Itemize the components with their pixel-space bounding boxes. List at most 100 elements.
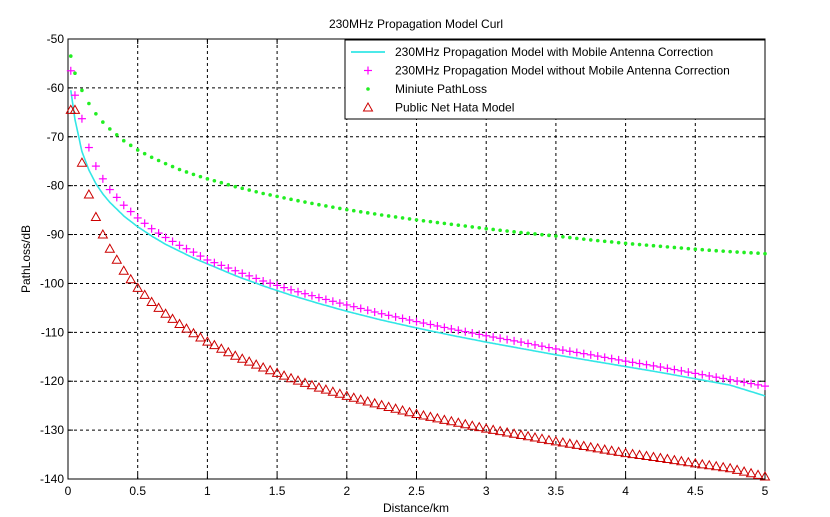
x-axis-label: Distance/km xyxy=(383,501,449,515)
data-point xyxy=(684,368,693,377)
data-point xyxy=(87,101,91,106)
data-point xyxy=(203,255,212,264)
data-point xyxy=(672,245,677,250)
data-point xyxy=(710,460,722,471)
data-point xyxy=(280,283,289,292)
data-point xyxy=(648,451,659,461)
data-point xyxy=(98,174,107,183)
data-point xyxy=(355,394,367,404)
data-point xyxy=(261,191,265,196)
data-point xyxy=(331,205,335,209)
data-point xyxy=(154,229,163,238)
y-tick-label: -110 xyxy=(41,325,64,339)
data-point xyxy=(689,457,701,468)
data-point xyxy=(405,316,414,325)
data-point xyxy=(703,459,715,470)
data-point xyxy=(505,229,509,233)
data-point xyxy=(240,186,245,191)
data-point xyxy=(752,469,764,479)
data-point xyxy=(278,370,290,380)
data-point xyxy=(498,228,502,233)
data-point xyxy=(126,207,135,216)
data-point xyxy=(140,219,149,228)
data-point xyxy=(551,344,560,353)
data-point xyxy=(369,397,381,408)
data-point xyxy=(133,213,142,222)
data-point xyxy=(189,248,198,257)
data-point xyxy=(307,291,316,300)
data-point xyxy=(282,196,286,200)
data-point xyxy=(537,342,546,351)
data-point xyxy=(454,326,463,335)
y-tick-label: -80 xyxy=(47,179,65,193)
data-point xyxy=(733,377,742,386)
series-2 xyxy=(68,54,767,256)
data-point xyxy=(238,269,247,278)
data-point xyxy=(599,444,611,454)
data-point xyxy=(147,224,156,233)
data-point xyxy=(724,462,736,473)
data-point xyxy=(306,379,318,390)
data-point xyxy=(698,370,707,379)
data-point xyxy=(215,343,227,353)
data-point xyxy=(620,447,631,458)
series-0 xyxy=(70,90,766,397)
data-point xyxy=(349,302,358,311)
data-point xyxy=(362,395,374,406)
data-point xyxy=(418,409,429,420)
data-point xyxy=(219,180,224,185)
data-point xyxy=(342,300,351,309)
data-point xyxy=(334,388,346,398)
data-point xyxy=(266,279,275,288)
data-point xyxy=(642,360,651,369)
data-point xyxy=(663,364,672,373)
data-point xyxy=(627,448,638,459)
data-point xyxy=(184,170,189,174)
data-point xyxy=(142,151,147,156)
x-tick-label: 1 xyxy=(204,484,211,498)
data-point xyxy=(586,350,595,359)
data-point xyxy=(345,207,349,212)
data-point xyxy=(540,232,544,237)
x-tick-label: 3 xyxy=(483,484,490,498)
data-point xyxy=(69,104,81,114)
data-point xyxy=(489,333,498,342)
data-point xyxy=(578,440,590,451)
data-point xyxy=(384,311,393,320)
data-point xyxy=(508,428,520,438)
data-point xyxy=(607,354,616,363)
data-point xyxy=(195,331,206,342)
legend-label: Public Net Hata Model xyxy=(395,101,514,115)
data-point xyxy=(163,161,168,166)
data-point xyxy=(310,201,314,206)
data-point xyxy=(97,229,109,239)
data-point xyxy=(68,54,73,58)
data-point xyxy=(621,357,630,366)
y-tick-label: -90 xyxy=(47,228,65,242)
data-point xyxy=(747,379,756,388)
legend-swatch xyxy=(366,87,370,91)
data-point xyxy=(160,308,171,318)
legend-box xyxy=(344,39,766,120)
data-point xyxy=(717,461,729,472)
data-point xyxy=(432,412,443,423)
series-line xyxy=(70,90,766,397)
data-point xyxy=(452,417,464,427)
data-point xyxy=(740,378,749,387)
data-point xyxy=(320,384,332,394)
data-point xyxy=(449,222,454,227)
data-point xyxy=(226,182,231,187)
data-point xyxy=(547,233,551,238)
data-point xyxy=(393,215,398,219)
data-point xyxy=(358,209,363,214)
data-point xyxy=(496,334,505,343)
data-point xyxy=(677,366,686,375)
data-point xyxy=(338,206,342,211)
data-point xyxy=(377,309,386,318)
data-point xyxy=(588,238,593,242)
data-point xyxy=(317,202,321,207)
data-point xyxy=(522,430,534,441)
data-point xyxy=(400,216,405,220)
data-point xyxy=(118,265,130,275)
data-point xyxy=(501,426,513,437)
